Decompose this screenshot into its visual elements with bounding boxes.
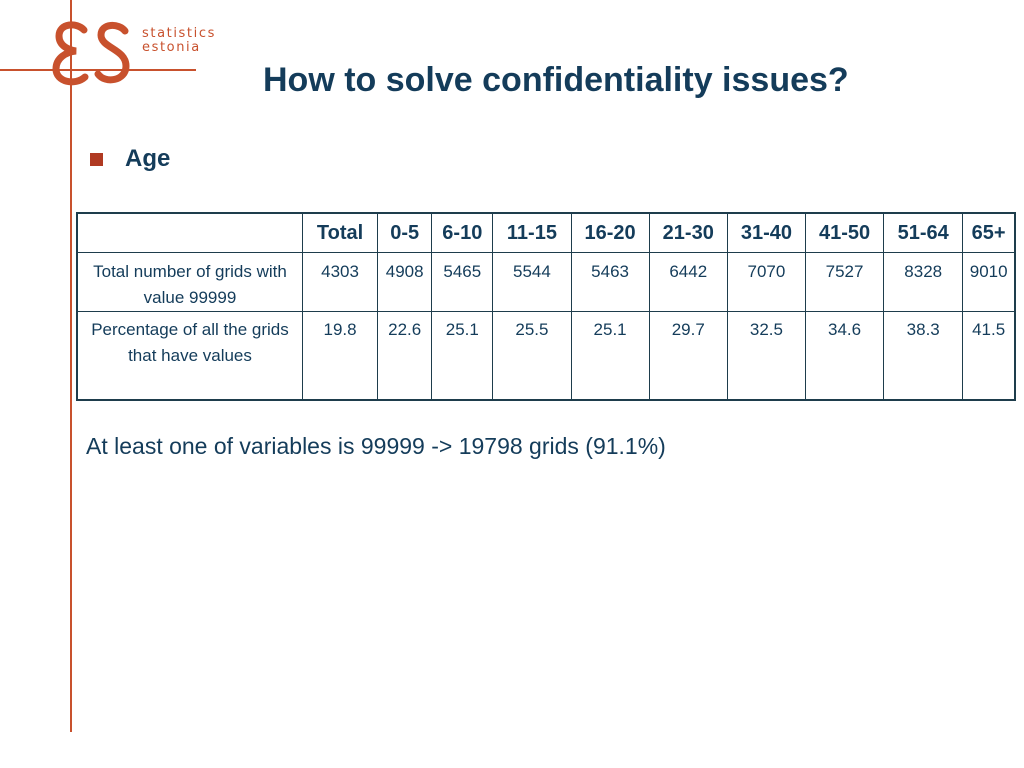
logo-line-estonia: estonia [142, 40, 201, 55]
table-cell: 25.1 [431, 311, 494, 401]
header-cell: Total [301, 212, 379, 253]
table-cell: 29.7 [648, 311, 728, 401]
table-cell: 25.5 [492, 311, 572, 401]
table-header-row: Total 0-5 6-10 11-15 16-20 21-30 31-40 4… [76, 212, 1016, 253]
table-cell: 7070 [726, 252, 806, 312]
summary-note: At least one of variables is 99999 -> 19… [86, 433, 666, 459]
table-cell: 22.6 [377, 311, 433, 401]
table-cell: 8328 [883, 252, 964, 312]
es-monogram-icon [52, 21, 130, 86]
table-cell: 5544 [492, 252, 572, 312]
table-cell: 5465 [431, 252, 494, 312]
header-cell: 65+ [962, 212, 1016, 253]
table-cell: 4908 [377, 252, 433, 312]
header-cell: 16-20 [570, 212, 650, 253]
table-cell: 41.5 [962, 311, 1016, 401]
horizontal-accent-line [0, 69, 196, 71]
table-cell: 6442 [648, 252, 728, 312]
row-label: Total number of grids with value 99999 [76, 252, 303, 312]
header-cell: 41-50 [804, 212, 885, 253]
slide-title: How to solve confidentiality issues? [263, 61, 849, 99]
table-cell: 38.3 [883, 311, 964, 401]
table-cell: 4303 [301, 252, 379, 312]
logo-wordmark: statistics estonia [142, 27, 216, 55]
header-cell: 11-15 [492, 212, 572, 253]
table-cell: 9010 [962, 252, 1016, 312]
table-cell: 5463 [570, 252, 650, 312]
header-cell-empty [76, 212, 303, 253]
header-cell: 6-10 [431, 212, 494, 253]
header-cell: 21-30 [648, 212, 728, 253]
header-cell: 0-5 [377, 212, 433, 253]
table-row: Percentage of all the grids that have va… [76, 311, 1016, 401]
age-confidentiality-table: Total 0-5 6-10 11-15 16-20 21-30 31-40 4… [76, 212, 1016, 401]
bullet-item-age: Age [90, 145, 170, 173]
square-bullet-icon [90, 152, 103, 166]
bullet-label: Age [125, 145, 171, 172]
table-cell: 7527 [804, 252, 885, 312]
table-cell: 25.1 [570, 311, 650, 401]
table-cell: 32.5 [726, 311, 806, 401]
table-cell: 34.6 [804, 311, 885, 401]
row-label: Percentage of all the grids that have va… [76, 311, 303, 401]
header-cell: 51-64 [883, 212, 964, 253]
table-row: Total number of grids with value 99999 4… [76, 252, 1016, 312]
vertical-accent-line [70, 0, 72, 732]
logo-line-statistics: statistics [142, 26, 216, 41]
table-cell: 19.8 [301, 311, 379, 401]
header-cell: 31-40 [726, 212, 806, 253]
